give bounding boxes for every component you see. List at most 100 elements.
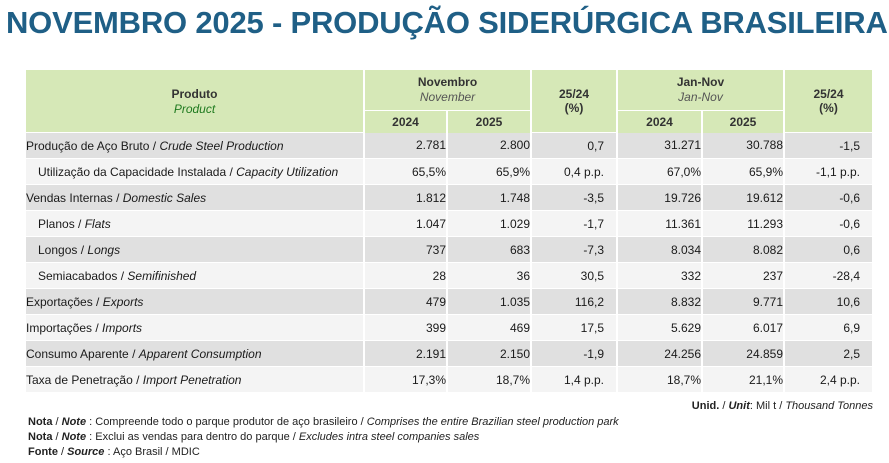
row-label: Longos / Longs [26, 236, 364, 263]
row-label-pt: Utilização da Capacidade Instalada [38, 164, 227, 179]
cell-nov-2024: 399 [363, 314, 447, 341]
row-label-pt: Longos [38, 242, 78, 257]
header-product-en: Product [173, 101, 216, 116]
cell-ytd-2024: 5.629 [616, 314, 702, 341]
cell-ytd-var: 6,9 [783, 314, 872, 341]
cell-ytd-2025: 9.771 [701, 288, 784, 315]
cell-ytd-var: -1,5 [783, 132, 872, 159]
cell-nov-2025: 65,9% [446, 158, 531, 185]
row-label-en: Imports [102, 320, 143, 335]
row-label-pt: Consumo Aparente [26, 346, 129, 361]
unit-colon: : [749, 400, 756, 412]
cell-ytd-2025: 65,9% [701, 158, 784, 185]
table-row: Planos / Flats 1.047 1.029 -1,7 11.361 1… [26, 210, 872, 237]
cell-ytd-2024: 332 [616, 262, 702, 289]
cell-ytd-2024: 19.726 [616, 184, 702, 211]
unit-label: Unid. [691, 400, 720, 412]
header-nov-2024: 2024 [363, 110, 447, 133]
header-product: Produto Product [26, 70, 364, 133]
cell-ytd-2024: 67,0% [616, 158, 702, 185]
note-text: Exclui as vendas para dentro do parque [95, 431, 290, 443]
unit-sep: / [719, 400, 729, 412]
cell-ytd-2025: 24.859 [701, 340, 784, 367]
row-label-pt: Taxa de Penetração [26, 372, 133, 387]
source-label: Fonte [28, 446, 58, 458]
cell-nov-var: 0,4 p.p. [530, 158, 617, 185]
cell-ytd-var: 2,4 p.p. [783, 366, 872, 393]
row-label-en: Semifinished [127, 268, 197, 283]
cell-ytd-var: -1,1 p.p. [783, 158, 872, 185]
header-jannov-pt: Jan-Nov [676, 75, 725, 90]
steel-production-table: Produto Product Novembro November 25/24 … [26, 70, 872, 393]
cell-nov-2024: 65,5% [363, 158, 447, 185]
cell-nov-2024: 1.812 [363, 184, 447, 211]
row-label-en: Exports [102, 294, 144, 309]
cell-nov-2024: 2.191 [363, 340, 447, 367]
unit-value-en: Thousand Tonnes [785, 400, 873, 412]
cell-nov-2025: 2.800 [446, 132, 531, 159]
note-label: Nota [28, 416, 53, 428]
row-label-en: Flats [84, 216, 111, 231]
cell-nov-var: 17,5 [530, 314, 617, 341]
note-label-en: Note [61, 431, 87, 443]
table-row: Produção de Aço Bruto / Crude Steel Prod… [26, 132, 872, 159]
header-var-ytd-unit: (%) [819, 101, 838, 115]
row-label-pt: Planos [38, 216, 75, 231]
cell-ytd-var: 0,6 [783, 236, 872, 263]
row-label-pt: Produção de Aço Bruto [26, 138, 150, 153]
row-label-en: Capacity Utilization [236, 164, 339, 179]
cell-nov-var: 30,5 [530, 262, 617, 289]
footnote-source: Fonte / Source : Aço Brasil / MDIC [28, 446, 200, 458]
cell-ytd-var: -0,6 [783, 210, 872, 237]
header-jannov-en: Jan-Nov [678, 90, 723, 105]
page-title: NOVEMBRO 2025 - PRODUÇÃO SIDERÚRGICA BRA… [6, 5, 888, 40]
unit-value: Mil t [755, 400, 777, 412]
cell-nov-2025: 2.150 [446, 340, 531, 367]
row-label-en: Apparent Consumption [138, 346, 262, 361]
cell-ytd-var: -28,4 [783, 262, 872, 289]
row-label-pt: Vendas Internas [26, 190, 113, 205]
header-ytd-2024: 2024 [616, 110, 702, 133]
cell-nov-2025: 469 [446, 314, 531, 341]
cell-nov-2024: 1.047 [363, 210, 447, 237]
cell-nov-2025: 1.035 [446, 288, 531, 315]
cell-ytd-2024: 31.271 [616, 132, 702, 159]
header-var-month: 25/24 (%) [530, 70, 617, 133]
cell-nov-var: 116,2 [530, 288, 617, 315]
header-november-en: November [419, 90, 476, 105]
table-row: Importações / Imports 399 469 17,5 5.629… [26, 314, 872, 341]
row-label: Semiacabados / Semifinished [26, 262, 364, 289]
table-row: Semiacabados / Semifinished 28 36 30,5 3… [26, 262, 872, 289]
row-label: Importações / Imports [26, 314, 364, 341]
row-label-pt: Importações [26, 320, 93, 335]
cell-nov-2024: 2.781 [363, 132, 447, 159]
table-row: Taxa de Penetração / Import Penetration … [26, 366, 872, 393]
cell-ytd-2025: 30.788 [701, 132, 784, 159]
cell-nov-2025: 18,7% [446, 366, 531, 393]
row-label: Consumo Aparente / Apparent Consumption [26, 340, 364, 367]
header-var-month-label: 25/24 [558, 87, 590, 101]
cell-nov-var: -1,7 [530, 210, 617, 237]
row-label: Vendas Internas / Domestic Sales [26, 184, 364, 211]
cell-ytd-2025: 21,1% [701, 366, 784, 393]
cell-nov-var: -3,5 [530, 184, 617, 211]
cell-nov-var: 0,7 [530, 132, 617, 159]
cell-ytd-2025: 19.612 [701, 184, 784, 211]
cell-ytd-var: -0,6 [783, 184, 872, 211]
row-label: Taxa de Penetração / Import Penetration [26, 366, 364, 393]
note-text-en: Comprises the entire Brazilian steel pro… [366, 416, 619, 428]
header-november: Novembro November [363, 70, 531, 111]
header-ytd-2025: 2025 [701, 110, 784, 133]
note-text-en: Excludes intra steel companies sales [298, 431, 480, 443]
footnote-2: Nota / Note : Exclui as vendas para dent… [28, 431, 480, 443]
row-label-pt: Semiacabados [38, 268, 118, 283]
table-row: Vendas Internas / Domestic Sales 1.812 1… [26, 184, 872, 211]
table-row: Utilização da Capacidade Instalada / Cap… [26, 158, 872, 185]
source-label-en: Source [67, 446, 105, 458]
cell-nov-var: -1,9 [530, 340, 617, 367]
header-november-pt: Novembro [417, 75, 478, 90]
row-label: Planos / Flats [26, 210, 364, 237]
row-label: Utilização da Capacidade Instalada / Cap… [26, 158, 364, 185]
header-nov-2025: 2025 [446, 110, 531, 133]
source-text: Aço Brasil / MDIC [112, 446, 200, 458]
